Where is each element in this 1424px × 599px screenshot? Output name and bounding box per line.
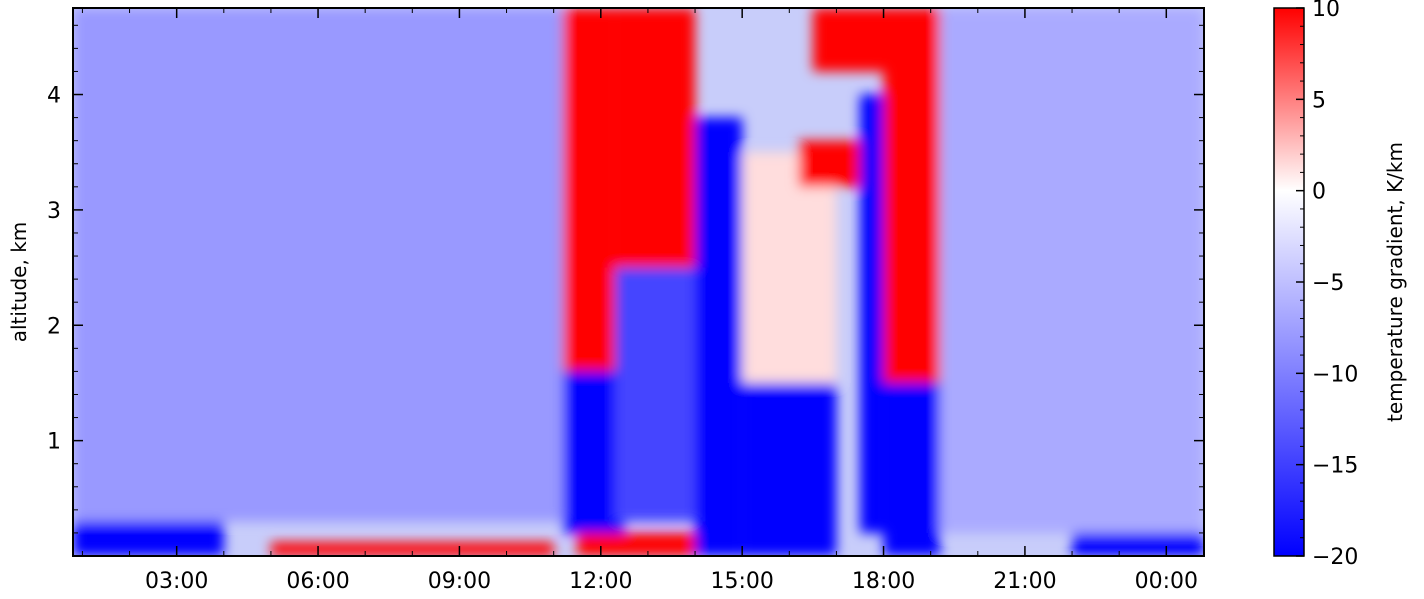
heatmap-cell xyxy=(883,382,941,556)
x-tick-label: 06:00 xyxy=(286,569,349,594)
x-tick-label: 15:00 xyxy=(710,569,773,594)
x-axis: 03:00 06:00 09:00 12:00 15:00 18:00 21:00 00:00 xyxy=(81,8,1198,594)
y-tick-label: 3 xyxy=(47,199,61,224)
colorbar-tick-label: 10 xyxy=(1312,0,1340,22)
heatmap-cell xyxy=(940,8,1204,533)
x-tick-label: 03:00 xyxy=(145,569,208,594)
heatmap-cell xyxy=(614,267,710,522)
y-tick-label: 1 xyxy=(47,430,61,455)
y-tick-label: 4 xyxy=(47,84,61,109)
y-axis-title: altitude, km xyxy=(7,222,31,343)
y-axis: 1 2 3 4 xyxy=(47,24,1204,534)
heatmap-cell xyxy=(270,542,554,556)
y-tick-label: 2 xyxy=(47,314,61,339)
colorbar-axis: 10 5 0 −5 −10 −15 −20 xyxy=(1296,0,1358,570)
x-tick-label: 09:00 xyxy=(428,569,491,594)
x-tick-label: 21:00 xyxy=(993,569,1056,594)
heatmap-cell xyxy=(73,521,224,556)
colorbar-tick-label: 5 xyxy=(1312,88,1326,113)
heatmap-field xyxy=(73,8,1204,556)
colorbar-tick-label: −15 xyxy=(1312,454,1358,479)
heatmap-cell xyxy=(883,8,941,383)
heatmap-cell xyxy=(73,8,564,522)
heatmap-cell xyxy=(614,8,696,268)
heatmap-cell xyxy=(742,382,837,556)
heatmap-cell xyxy=(798,140,860,187)
colorbar-tick-label: −5 xyxy=(1312,271,1344,296)
colorbar-tick-label: 0 xyxy=(1312,180,1326,205)
plot-frame xyxy=(72,7,1205,557)
colorbar-tick-label: −20 xyxy=(1312,545,1358,570)
x-tick-label: 18:00 xyxy=(852,569,915,594)
heatmap-cell xyxy=(563,371,625,533)
heatmap-cell xyxy=(859,94,884,533)
colorbar-title: temperature gradient, K/km xyxy=(1383,142,1407,422)
heatmap-cell xyxy=(563,8,615,372)
heatmap-cell xyxy=(695,117,743,556)
colorbar-tick-label: −10 xyxy=(1312,362,1358,387)
x-tick-label: 00:00 xyxy=(1135,569,1198,594)
heatmap-cell xyxy=(742,152,837,383)
heatmap-cell xyxy=(577,532,696,556)
heatmap-cell xyxy=(1072,532,1204,556)
x-tick-label: 12:00 xyxy=(569,569,632,594)
